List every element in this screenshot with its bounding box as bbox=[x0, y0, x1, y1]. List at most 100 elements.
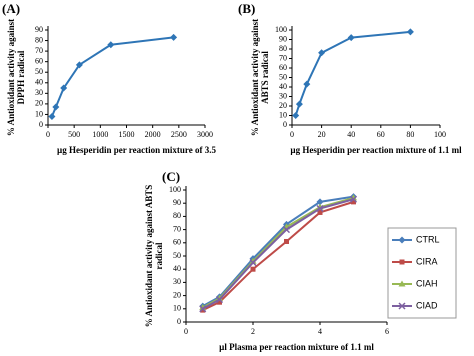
x-tick-label: 1500 bbox=[119, 130, 135, 139]
y-tick-label: 80 bbox=[279, 44, 287, 53]
panel-label: (B) bbox=[238, 1, 255, 16]
x-tick-label: 0 bbox=[46, 130, 50, 139]
y-tick-label: 80 bbox=[173, 211, 181, 220]
y-tick-label: 90 bbox=[35, 25, 43, 34]
marker bbox=[249, 257, 257, 264]
y-axis-label: % Antioxidant activity against ABTS bbox=[144, 185, 154, 328]
legend-label: CTRL bbox=[416, 234, 440, 244]
data-line bbox=[51, 36, 174, 117]
y-tick-label: 10 bbox=[279, 110, 287, 119]
x-axis-label: µl Plasma per reaction mixture of 1.1 ml bbox=[219, 342, 374, 352]
y-axis-label: ABTS radical bbox=[260, 51, 270, 104]
legend-marker bbox=[398, 302, 406, 310]
marker bbox=[303, 80, 311, 88]
marker bbox=[60, 84, 68, 92]
x-tick-label: 100 bbox=[434, 130, 446, 139]
data-line bbox=[202, 198, 354, 310]
marker bbox=[318, 49, 326, 57]
legend-marker bbox=[399, 259, 405, 265]
x-tick-label: 20 bbox=[318, 130, 326, 139]
y-tick-label: 40 bbox=[279, 82, 287, 91]
marker bbox=[48, 113, 56, 121]
marker bbox=[351, 199, 356, 205]
y-tick-label: 50 bbox=[173, 251, 181, 260]
x-tick-label: 60 bbox=[377, 130, 385, 139]
y-tick-label: 0 bbox=[39, 120, 43, 129]
marker bbox=[295, 100, 303, 108]
y-tick-label: 40 bbox=[173, 264, 181, 273]
marker bbox=[249, 259, 257, 267]
marker bbox=[316, 198, 324, 206]
x-tick-label: 500 bbox=[68, 130, 80, 139]
marker bbox=[282, 226, 291, 234]
legend-marker bbox=[398, 236, 406, 244]
marker bbox=[316, 204, 324, 213]
data-line bbox=[202, 200, 354, 312]
y-tick-label: 0 bbox=[177, 317, 181, 326]
y-axis-label: DPPH radical bbox=[16, 50, 26, 104]
x-tick-label: 80 bbox=[406, 130, 414, 139]
marker bbox=[317, 209, 323, 215]
marker bbox=[284, 238, 289, 244]
x-tick-label: 0 bbox=[290, 130, 294, 139]
y-tick-label: 90 bbox=[173, 198, 181, 207]
marker bbox=[406, 28, 414, 36]
x-tick-label: 4 bbox=[318, 327, 322, 336]
y-tick-label: 0 bbox=[283, 120, 287, 129]
marker bbox=[347, 34, 355, 42]
marker bbox=[75, 61, 83, 69]
y-tick-label: 20 bbox=[279, 101, 287, 110]
y-tick-label: 30 bbox=[173, 277, 181, 286]
legend-box bbox=[387, 227, 457, 319]
y-tick-label: 30 bbox=[35, 88, 43, 97]
y-tick-label: 50 bbox=[279, 72, 287, 81]
marker bbox=[216, 294, 223, 301]
y-tick-label: 10 bbox=[173, 304, 181, 313]
x-axis-label: µg Hesperidin per reaction mixture of 1.… bbox=[290, 145, 462, 155]
y-tick-label: 10 bbox=[35, 109, 43, 118]
y-tick-label: 50 bbox=[35, 67, 43, 76]
y-tick-label: 20 bbox=[173, 290, 181, 299]
y-tick-label: 80 bbox=[35, 35, 43, 44]
legend-label: CIRA bbox=[416, 256, 438, 266]
x-tick-label: 2 bbox=[251, 327, 255, 336]
panel-label: (C) bbox=[162, 169, 180, 184]
y-tick-label: 20 bbox=[35, 99, 43, 108]
x-tick-label: 2500 bbox=[171, 130, 187, 139]
y-axis-label: radical bbox=[154, 242, 164, 269]
legend-label: CIAD bbox=[416, 300, 438, 310]
x-tick-label: 0 bbox=[184, 327, 188, 336]
data-line bbox=[202, 195, 354, 308]
panel-label: (A) bbox=[2, 1, 20, 16]
y-tick-label: 90 bbox=[279, 34, 287, 43]
marker bbox=[170, 33, 178, 41]
data-line bbox=[294, 30, 411, 116]
y-tick-label: 60 bbox=[173, 238, 181, 247]
y-tick-label: 40 bbox=[35, 78, 43, 87]
x-tick-label: 3000 bbox=[197, 130, 213, 139]
marker bbox=[349, 195, 358, 203]
marker bbox=[199, 305, 207, 313]
marker bbox=[215, 296, 224, 304]
y-tick-label: 60 bbox=[35, 56, 43, 65]
y-axis-label: % Antioxidant activity against bbox=[250, 19, 260, 136]
marker bbox=[217, 299, 222, 305]
legend-marker bbox=[398, 280, 406, 287]
x-tick-label: 2000 bbox=[145, 130, 161, 139]
y-tick-label: 100 bbox=[169, 185, 181, 194]
y-tick-label: 60 bbox=[279, 63, 287, 72]
y-tick-label: 70 bbox=[173, 224, 181, 233]
x-axis-label: µg Hesperidin per reaction mixture of 3.… bbox=[57, 145, 216, 155]
y-axis-label: % Antioxidant activity against bbox=[6, 19, 16, 136]
data-line bbox=[202, 196, 354, 309]
legend-label: CIAH bbox=[416, 278, 438, 288]
x-tick-label: 6 bbox=[385, 327, 389, 336]
x-tick-label: 1000 bbox=[92, 130, 108, 139]
marker bbox=[292, 112, 300, 119]
y-tick-label: 70 bbox=[35, 46, 43, 55]
x-tick-label: 40 bbox=[347, 130, 355, 139]
marker bbox=[52, 103, 60, 111]
marker bbox=[200, 307, 206, 313]
y-tick-label: 30 bbox=[279, 91, 287, 100]
